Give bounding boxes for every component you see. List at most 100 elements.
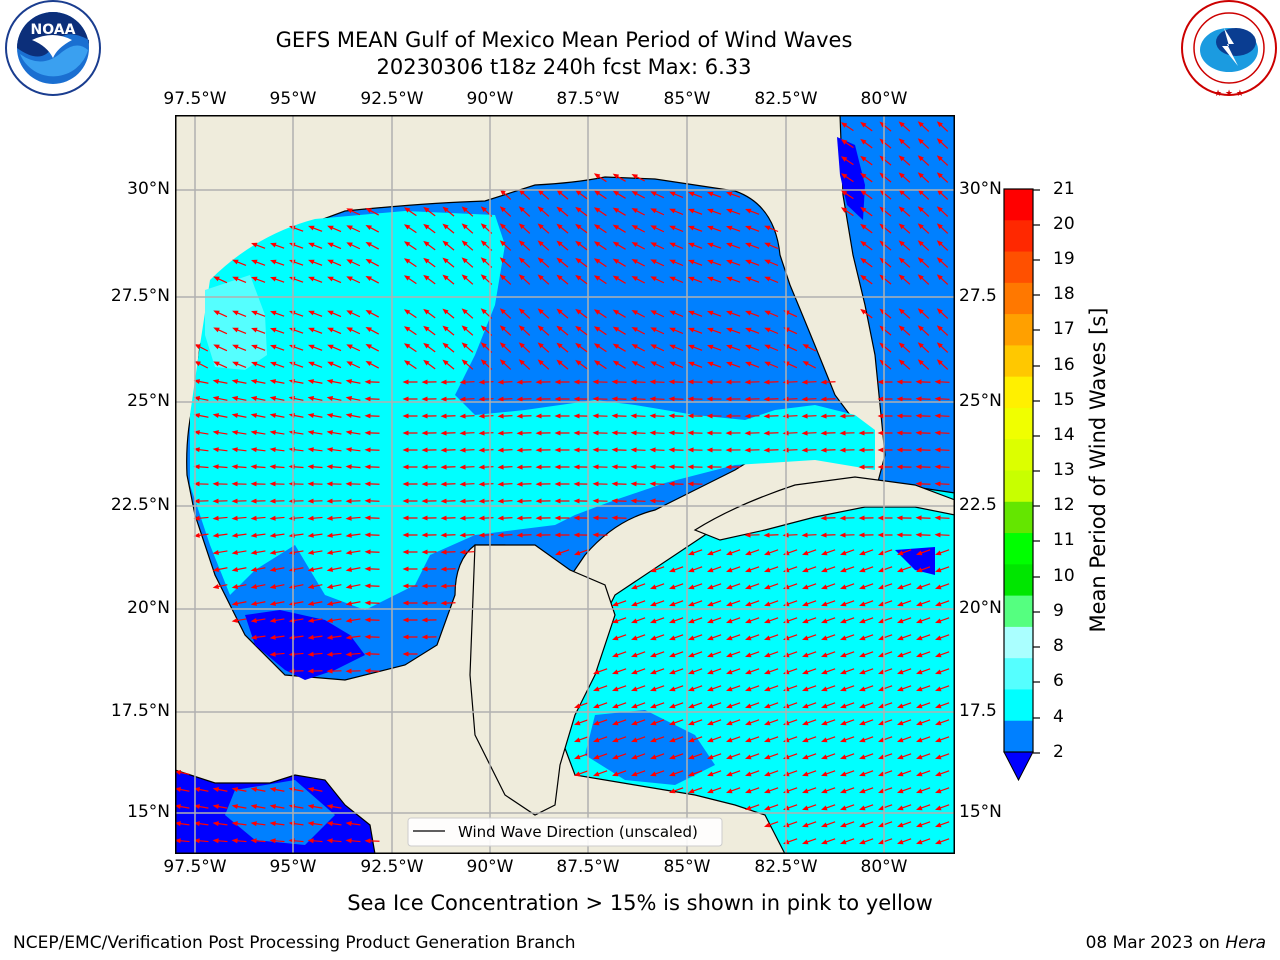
colorbar-block: [1004, 345, 1033, 378]
wave-direction-arrowhead: [593, 754, 600, 760]
wave-direction-arrowhead: [688, 327, 695, 333]
wave-direction-arrowhead: [821, 771, 828, 777]
wave-direction-arrowhead: [345, 617, 352, 623]
wave-direction-arrowhead: [840, 737, 847, 743]
wave-direction-arrowhead: [669, 567, 676, 573]
colorbar-tick-label: 9: [1053, 601, 1064, 621]
wave-direction-arrowhead: [327, 344, 334, 350]
colorbar-block: [1004, 439, 1033, 471]
wave-direction-arrowhead: [707, 584, 714, 590]
wave-direction-arrowhead: [442, 206, 449, 213]
wave-direction-arrowhead: [858, 430, 865, 436]
wave-direction-arrowhead: [631, 669, 638, 675]
wave-direction-arrowhead: [573, 413, 580, 419]
wave-direction-arrowhead: [516, 396, 523, 402]
wave-direction-arrowhead: [936, 257, 943, 264]
wave-direction-arrowhead: [555, 550, 562, 556]
wave-direction-arrowhead: [649, 396, 656, 402]
wave-direction-arrowhead: [308, 310, 315, 316]
wave-direction-arrowhead: [896, 532, 903, 538]
wave-direction-arrowhead: [250, 464, 257, 470]
wave-direction-arrowhead: [593, 343, 601, 349]
wave-direction-arrowhead: [897, 839, 904, 845]
wave-direction-arrowhead: [669, 686, 676, 692]
wave-direction-arrowhead: [801, 430, 808, 436]
wave-direction-arrowhead: [554, 447, 561, 453]
wave-direction-arrowhead: [630, 413, 637, 419]
wave-direction-arrowhead: [688, 567, 695, 573]
wave-direction-arrowhead: [878, 584, 885, 590]
wave-direction-arrowhead: [630, 464, 637, 470]
wave-direction-arrowhead: [365, 208, 372, 214]
wave-direction-arrowhead: [877, 413, 884, 419]
wave-direction-arrowhead: [802, 601, 809, 607]
wave-direction-arrowhead: [537, 189, 544, 196]
wave-direction-arrowhead: [763, 413, 770, 419]
wave-direction-arrowhead: [650, 242, 657, 248]
wave-direction-arrowhead: [898, 138, 905, 145]
wave-direction-arrowhead: [745, 567, 752, 573]
wave-direction-arrowhead: [936, 274, 943, 281]
wave-direction-arrowhead: [346, 361, 353, 367]
wave-direction-arrowhead: [402, 413, 409, 419]
wave-direction-arrowhead: [440, 447, 447, 453]
wave-direction-arrowhead: [535, 430, 542, 436]
wave-direction-arrowhead: [669, 669, 676, 675]
wave-direction-arrowhead: [478, 464, 485, 470]
wave-direction-arrowhead: [744, 413, 751, 419]
wave-direction-arrowhead: [916, 720, 923, 726]
wave-direction-arrowhead: [231, 787, 239, 792]
wave-direction-arrowhead: [612, 601, 619, 607]
wave-direction-arrowhead: [839, 413, 846, 419]
wave-direction-arrowhead: [592, 430, 599, 436]
wave-direction-arrowhead: [840, 601, 847, 607]
wave-direction-arrowhead: [611, 396, 618, 402]
wave-direction-arrowhead: [726, 652, 733, 658]
wave-direction-arrowhead: [820, 430, 827, 436]
wave-direction-arrowhead: [917, 257, 924, 264]
wave-direction-arrowhead: [326, 634, 333, 640]
wave-direction-arrowhead: [936, 138, 943, 145]
colorbar-tick-label: 21: [1053, 179, 1075, 199]
wave-direction-arrowhead: [612, 258, 620, 264]
wave-direction-arrowhead: [669, 771, 676, 777]
wave-direction-arrowhead: [936, 342, 943, 349]
wave-direction-arrowhead: [878, 567, 885, 573]
wave-direction-arrowhead: [631, 242, 638, 248]
wave-direction-arrowhead: [212, 821, 219, 827]
wave-direction-arrowhead: [859, 618, 866, 624]
wave-direction-arrowhead: [877, 464, 884, 470]
wave-direction-arrowhead: [916, 635, 923, 641]
wave-direction-arrowhead: [231, 821, 238, 827]
wave-direction-arrowhead: [269, 804, 276, 810]
wave-direction-arrowhead: [878, 839, 885, 845]
wave-direction-arrowhead: [326, 584, 334, 589]
wave-direction-arrowhead: [537, 308, 544, 315]
wave-direction-arrowhead: [935, 839, 942, 845]
wave-direction-arrowhead: [535, 515, 542, 521]
wave-direction-arrowhead: [898, 359, 905, 366]
wave-direction-arrowhead: [764, 327, 771, 333]
wave-direction-arrowhead: [935, 635, 942, 641]
wave-direction-arrowhead: [859, 703, 866, 709]
wave-direction-arrowhead: [631, 618, 638, 624]
wave-direction-arrowhead: [669, 635, 676, 641]
wave-direction-arrowhead: [574, 737, 581, 743]
wave-direction-arrowhead: [461, 274, 468, 281]
colorbar-block: [1004, 376, 1033, 409]
wave-direction-arrowhead: [193, 481, 200, 487]
wave-direction-arrowhead: [669, 652, 676, 658]
wave-direction-arrowhead: [461, 223, 468, 230]
wave-direction-arrowhead: [688, 584, 695, 590]
wave-direction-arrowhead: [802, 771, 809, 777]
wave-direction-arrowhead: [573, 379, 580, 385]
wave-direction-arrowhead: [917, 121, 924, 128]
wave-direction-arrowhead: [442, 342, 449, 349]
footer-date: 08 Mar 2023 on Hera: [1086, 933, 1266, 953]
wave-direction-arrowhead: [669, 225, 676, 231]
wave-direction-arrowhead: [669, 788, 676, 794]
wave-direction-arrowhead: [402, 600, 409, 606]
wave-direction-arrowhead: [745, 720, 752, 726]
wave-direction-arrowhead: [499, 359, 506, 366]
colorbar-tick-label: 15: [1053, 390, 1075, 410]
